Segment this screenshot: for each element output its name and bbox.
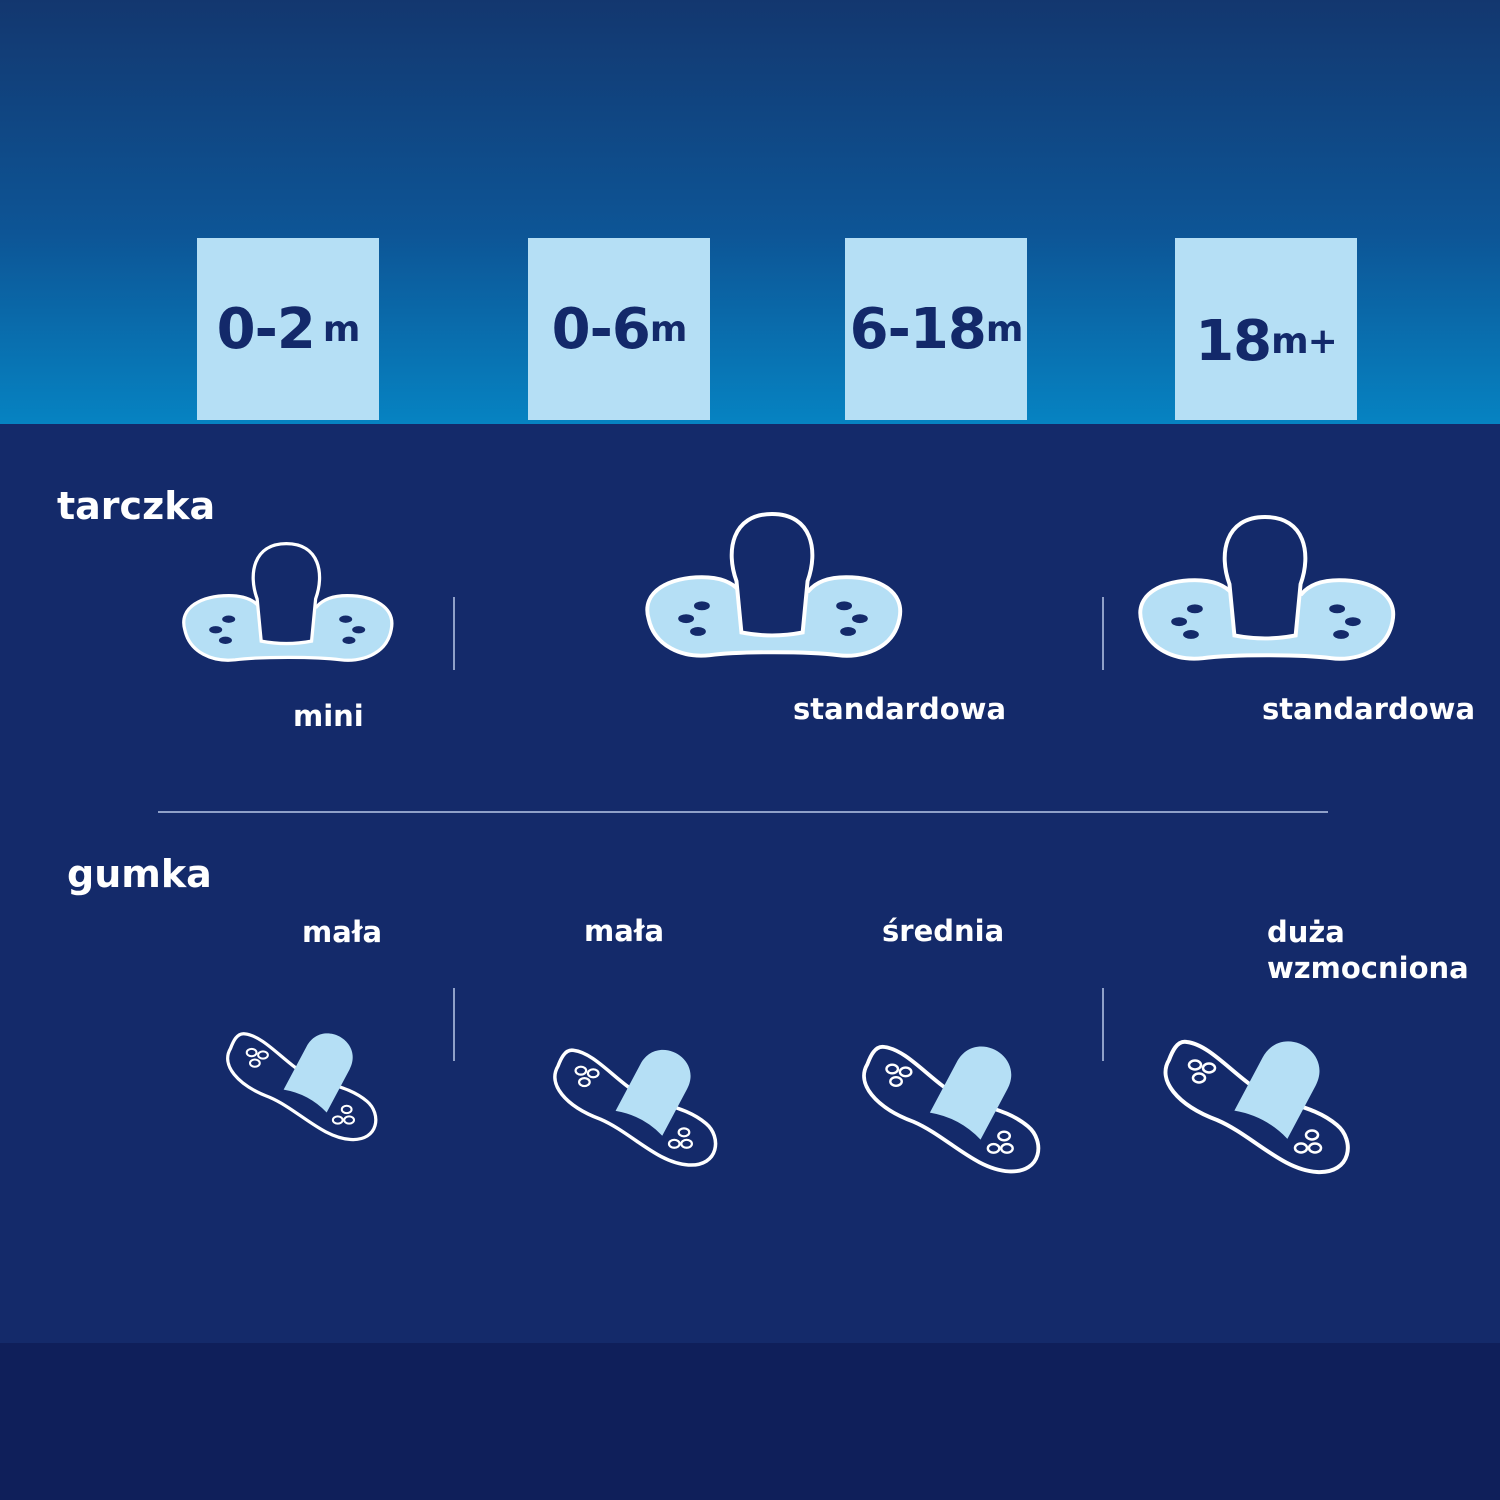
shield-heading: tarczka: [57, 484, 216, 528]
pacifier-teat-icon: [848, 1026, 1055, 1179]
divider: [1102, 988, 1104, 1061]
age-number: 18: [1195, 308, 1272, 374]
age-number: 0-2: [216, 296, 316, 362]
age-unit: m: [322, 308, 361, 350]
divider: [1102, 597, 1104, 670]
age-number: 0-6: [551, 296, 651, 362]
pacifier-teat-icon: [1152, 1020, 1362, 1180]
pacifier-teat-icon: [218, 1016, 386, 1146]
pacifier-shield-icon: [178, 542, 398, 672]
label-line: duża: [1267, 915, 1345, 949]
age-box-18m-plus: 18 m+: [1175, 238, 1357, 420]
divider: [453, 597, 455, 670]
shield-label-mini: mini: [293, 699, 364, 733]
age-unit: m: [649, 308, 688, 350]
age-unit: m+: [1271, 320, 1338, 362]
divider: [453, 988, 455, 1061]
teat-label-small: mała: [302, 915, 383, 949]
teat-label-medium: średnia: [882, 914, 1005, 948]
age-box-6-18m: 6-18 m: [845, 238, 1027, 420]
age-unit: m: [985, 308, 1024, 350]
section-divider: [158, 811, 1328, 813]
shield-label-standard: standardowa: [793, 692, 1007, 726]
pacifier-shield-icon: [640, 512, 908, 670]
age-number: 6-18: [849, 296, 987, 362]
teat-heading: gumka: [67, 852, 212, 896]
label-line: wzmocniona: [1267, 951, 1469, 985]
age-box-0-2m: 0-2 m: [197, 238, 379, 420]
teat-label-large-reinforced: duża wzmocniona: [1267, 914, 1469, 986]
age-box-0-6m: 0-6 m: [528, 238, 710, 420]
pacifier-shield-icon: [1133, 515, 1401, 673]
pacifier-teat-icon: [536, 1031, 735, 1172]
footer-band: [0, 1343, 1500, 1500]
shield-label-standard: standardowa: [1262, 692, 1476, 726]
teat-label-small: mała: [584, 914, 665, 948]
